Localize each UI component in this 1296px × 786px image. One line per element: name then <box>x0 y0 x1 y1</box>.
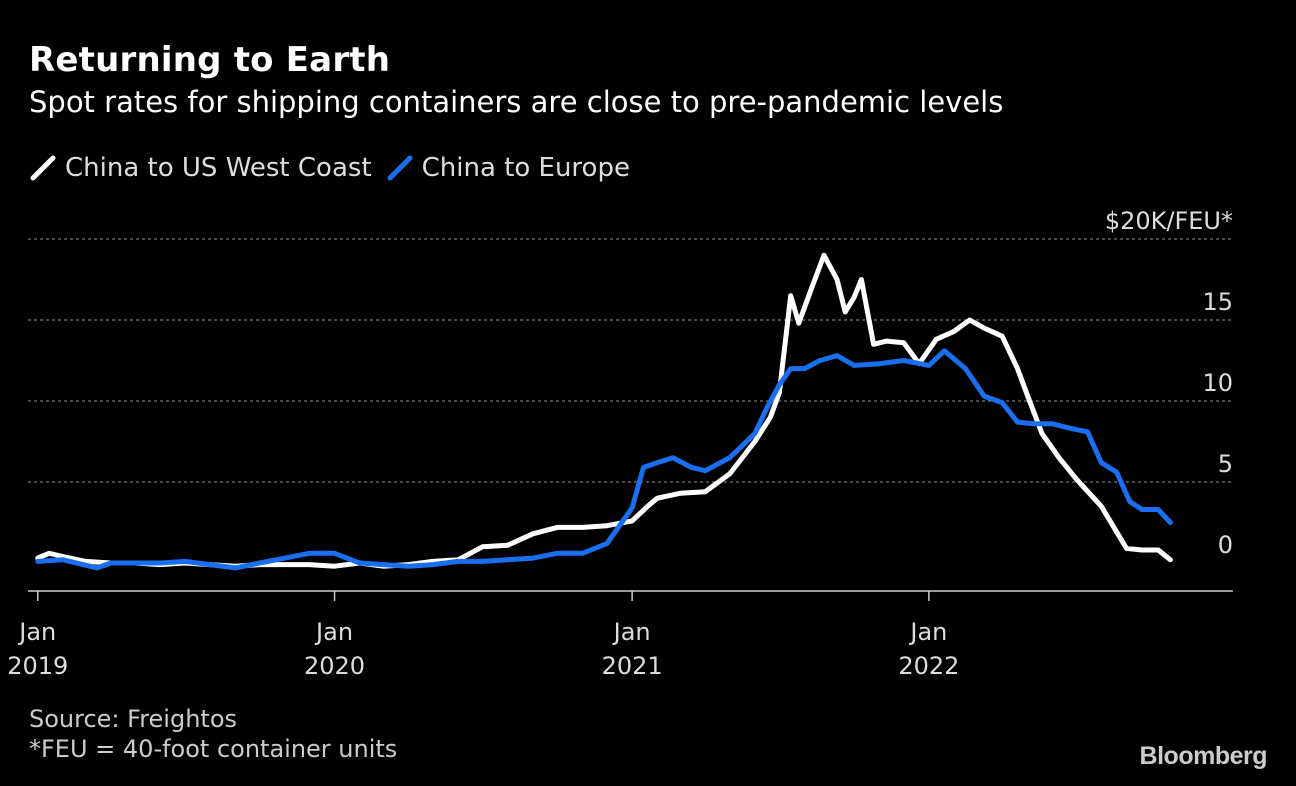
series-line-europe <box>35 348 1173 571</box>
y-tick-label-0: 0 <box>1218 531 1233 559</box>
series-lines <box>35 252 1173 571</box>
x-axis <box>28 590 1233 601</box>
x-tick-label-year-2022: 2022 <box>898 652 959 680</box>
legend-label-us-west-coast: China to US West Coast <box>65 153 372 183</box>
legend-item-us-west-coast: China to US West Coast <box>29 153 372 183</box>
x-tick-label-month-2019: Jan <box>17 618 56 646</box>
x-tick-label-year-2020: 2020 <box>304 652 365 680</box>
legend-swatch-white-icon <box>30 155 56 181</box>
x-tick-label-month-2021: Jan <box>612 618 651 646</box>
legend-item-europe: China to Europe <box>386 153 630 183</box>
legend: China to US West Coast China to Europe <box>29 150 644 186</box>
y-tick-label-10: 10 <box>1202 369 1233 397</box>
chart-subtitle: Spot rates for shipping containers are c… <box>29 85 1004 119</box>
source-note: Source: Freightos <box>29 705 238 733</box>
x-tick-label-year-2019: 2019 <box>7 652 68 680</box>
chart-title: Returning to Earth <box>29 40 391 80</box>
x-tick-label-year-2021: 2021 <box>602 652 663 680</box>
axis-labels: 0 5 10 15 $20K/FEU* Jan 2019 Jan 2020 Jan 2021 Jan 2… <box>7 207 1233 680</box>
legend-label-europe: China to Europe <box>421 153 630 183</box>
bloomberg-logo: Bloomberg <box>1139 742 1268 770</box>
feu-footnote: *FEU = 40-foot container units <box>29 735 398 763</box>
x-tick-label-month-2020: Jan <box>314 618 353 646</box>
y-tick-label-20: $20K/FEU* <box>1105 207 1233 235</box>
series-line-us-west-coast <box>35 252 1173 569</box>
legend-swatch-blue-icon <box>387 155 413 181</box>
y-tick-label-15: 15 <box>1202 288 1233 316</box>
y-tick-label-5: 5 <box>1218 450 1233 478</box>
x-tick-label-month-2022: Jan <box>908 618 947 646</box>
